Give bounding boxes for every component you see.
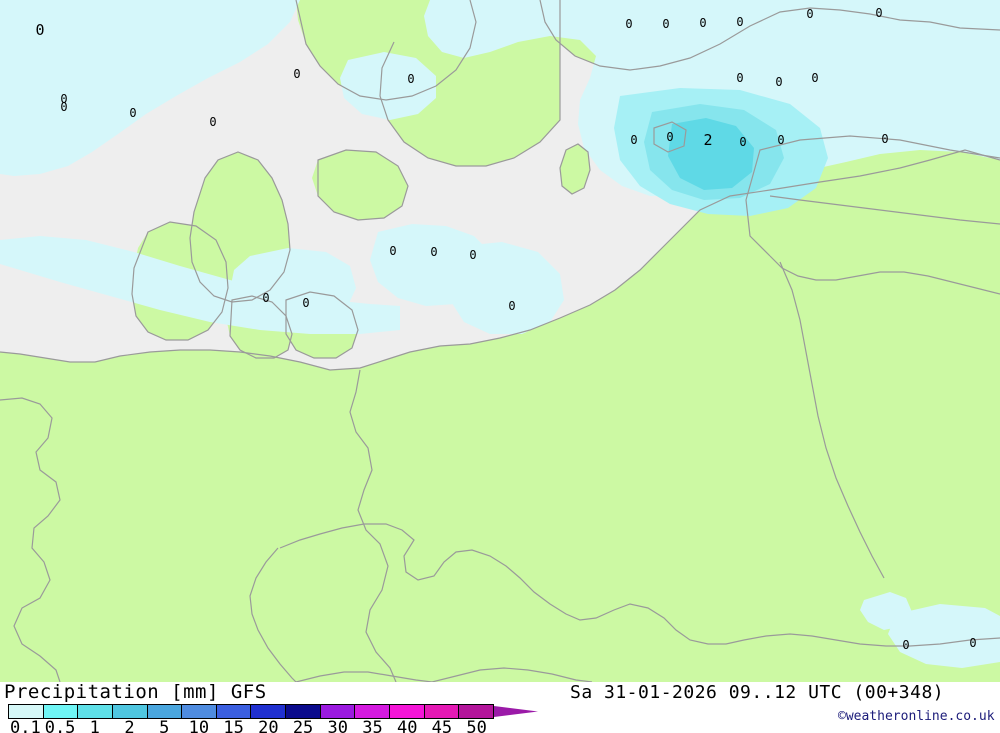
colorbar-tick: 20 bbox=[258, 718, 279, 733]
land-central-europe bbox=[0, 150, 1000, 682]
colorbar-segment bbox=[147, 705, 183, 718]
model-run-timestamp: Sa 31-01-2026 09..12 UTC (00+348) bbox=[570, 682, 945, 703]
precip-vanern bbox=[340, 52, 436, 120]
precip-little-belt bbox=[230, 248, 356, 330]
colorbar-tick: 1 bbox=[89, 718, 100, 733]
land-gotland bbox=[560, 144, 590, 194]
copyright-notice: ©weatheronline.co.uk bbox=[838, 709, 995, 724]
colorbar-overflow-arrow bbox=[494, 706, 538, 717]
colorbar-tick: 50 bbox=[466, 718, 487, 733]
colorbar-tick: 30 bbox=[327, 718, 349, 733]
precipitation-layer bbox=[0, 0, 1000, 668]
borders-layer bbox=[0, 0, 1000, 682]
colorbar-segment bbox=[182, 705, 217, 718]
colorbar-segment bbox=[251, 705, 287, 718]
colorbar-tick: 5 bbox=[159, 718, 170, 733]
colorbar-tick-labels: 0.1 0.5 1 2 5 10 15 20 25 30 35 40 45 50 bbox=[0, 720, 540, 733]
colorbar-tick: 0.1 bbox=[9, 718, 41, 733]
colorbar-segment bbox=[320, 705, 356, 718]
precipitation-colorbar[interactable] bbox=[8, 704, 494, 719]
colorbar-segment bbox=[216, 705, 252, 718]
precip-riga-core bbox=[668, 118, 754, 190]
colorbar-tick: 25 bbox=[292, 718, 314, 733]
colorbar-tick: 35 bbox=[362, 718, 383, 733]
map-graphic bbox=[0, 0, 1000, 682]
precip-south-baltic bbox=[450, 242, 564, 334]
colorbar-tick: 10 bbox=[188, 718, 210, 733]
colorbar-segment bbox=[112, 705, 148, 718]
colorbar-segment bbox=[459, 705, 493, 718]
land-skane bbox=[312, 150, 408, 220]
colorbar-tick: 45 bbox=[431, 718, 453, 733]
colorbar-segment bbox=[43, 705, 79, 718]
colorbar-segment bbox=[355, 705, 391, 718]
legend-footer: Precipitation [mm] GFS 0.1 0.5 1 2 5 10 15 20 25… bbox=[0, 681, 1000, 733]
colorbar-segment bbox=[9, 705, 44, 718]
colorbar-tick: 15 bbox=[223, 718, 244, 733]
legend-title: Precipitation [mm] GFS bbox=[4, 681, 267, 703]
colorbar-segment bbox=[424, 705, 460, 718]
arrow-triangle bbox=[494, 706, 538, 717]
colorbar-tick: 2 bbox=[124, 718, 135, 733]
precip-north-sea bbox=[0, 0, 300, 176]
colorbar-tick: 0.5 bbox=[44, 718, 76, 733]
precip-se-main bbox=[888, 604, 1000, 668]
colorbar-segment bbox=[78, 705, 113, 718]
colorbar-tick: 40 bbox=[396, 718, 418, 733]
colorbar-segment bbox=[286, 705, 321, 718]
colorbar-segment bbox=[390, 705, 425, 718]
